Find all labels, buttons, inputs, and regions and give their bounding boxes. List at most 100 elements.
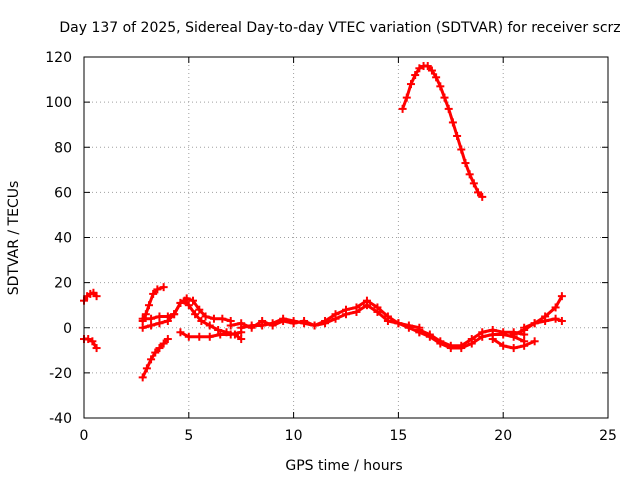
y-tick-label: 40 xyxy=(54,231,72,247)
y-tick-label: -40 xyxy=(49,411,72,427)
data-point xyxy=(530,319,539,328)
data-point xyxy=(88,337,97,346)
data-point xyxy=(474,188,483,197)
data-point xyxy=(138,314,147,323)
data-point xyxy=(432,73,441,82)
data-point xyxy=(92,292,101,301)
data-point xyxy=(163,316,172,325)
data-point xyxy=(209,314,218,323)
data-point xyxy=(398,104,407,113)
data-point xyxy=(218,314,227,323)
data-point xyxy=(411,71,420,80)
data-point xyxy=(331,310,340,319)
data-point xyxy=(488,335,497,344)
data-point xyxy=(469,179,478,188)
data-point xyxy=(557,292,566,301)
data-point xyxy=(551,303,560,312)
data-point xyxy=(153,285,162,294)
data-point xyxy=(352,303,361,312)
data-point xyxy=(84,335,93,344)
data-point xyxy=(404,323,413,332)
data-point xyxy=(499,328,508,337)
data-point xyxy=(205,321,214,330)
data-point xyxy=(440,93,449,102)
y-tick-label: -20 xyxy=(49,366,72,382)
data-point xyxy=(141,310,150,319)
data-point xyxy=(415,64,424,73)
data-point xyxy=(509,344,518,353)
data-point xyxy=(541,316,550,325)
data-point xyxy=(448,118,457,127)
series-seg-n xyxy=(509,292,566,339)
data-point xyxy=(176,328,185,337)
data-point xyxy=(300,319,309,328)
data-point xyxy=(237,335,246,344)
data-point xyxy=(465,170,474,179)
data-point xyxy=(214,326,223,335)
series-seg-i xyxy=(237,296,424,337)
data-point xyxy=(289,316,298,325)
data-point xyxy=(184,301,193,310)
data-point xyxy=(520,341,529,350)
data-point xyxy=(197,316,206,325)
series-seg-m xyxy=(488,335,539,353)
data-point xyxy=(138,373,147,382)
data-point xyxy=(144,301,153,310)
series-seg-o xyxy=(520,314,566,332)
data-point xyxy=(155,344,164,353)
data-point xyxy=(402,93,411,102)
data-point xyxy=(279,314,288,323)
data-point xyxy=(427,66,436,75)
data-point xyxy=(216,330,225,339)
data-point xyxy=(415,326,424,335)
data-point xyxy=(394,319,403,328)
series-seg-l xyxy=(415,326,529,350)
data-point xyxy=(383,312,392,321)
grid xyxy=(84,57,608,418)
data-point xyxy=(509,330,518,339)
data-point xyxy=(226,321,235,330)
y-tick-label: 120 xyxy=(45,50,72,66)
y-tick-label: 0 xyxy=(63,321,72,337)
data-point xyxy=(142,364,151,373)
plot-frame xyxy=(83,56,609,419)
x-tick-label: 10 xyxy=(285,428,303,444)
data-point xyxy=(453,131,462,140)
data-point xyxy=(151,348,160,357)
series-seg-g xyxy=(176,328,246,341)
data-point xyxy=(226,330,235,339)
data-point xyxy=(461,159,470,168)
y-tick-label: 20 xyxy=(54,276,72,292)
data-point xyxy=(191,310,200,319)
x-tick-label: 0 xyxy=(80,428,89,444)
data-point xyxy=(92,344,101,353)
data-point xyxy=(520,323,529,332)
series-seg-j xyxy=(398,62,487,201)
data-point xyxy=(147,321,156,330)
data-point xyxy=(163,335,172,344)
y-tick-label: 100 xyxy=(45,95,72,111)
data-point xyxy=(149,289,158,298)
series-seg-b xyxy=(80,335,101,353)
data-point xyxy=(423,62,432,71)
data-point xyxy=(457,341,466,350)
data-point xyxy=(180,296,189,305)
y-tick-label: 60 xyxy=(54,185,72,201)
data-point xyxy=(406,80,415,89)
axis-ticks: 0 5 10 15 20 25 -40 -20 0 20 40 60 80 100 120 xyxy=(45,50,617,444)
data-point xyxy=(195,332,204,341)
data-point xyxy=(457,145,466,154)
data-point xyxy=(467,335,476,344)
data-point xyxy=(155,312,164,321)
data-point xyxy=(444,104,453,113)
data-point xyxy=(155,319,164,328)
data-point xyxy=(147,355,156,364)
data-point xyxy=(446,341,455,350)
series-seg-a xyxy=(80,288,101,305)
data-point xyxy=(436,82,445,91)
x-tick-label: 25 xyxy=(599,428,617,444)
data-point xyxy=(488,326,497,335)
series-group xyxy=(80,62,566,382)
data-point xyxy=(176,298,185,307)
